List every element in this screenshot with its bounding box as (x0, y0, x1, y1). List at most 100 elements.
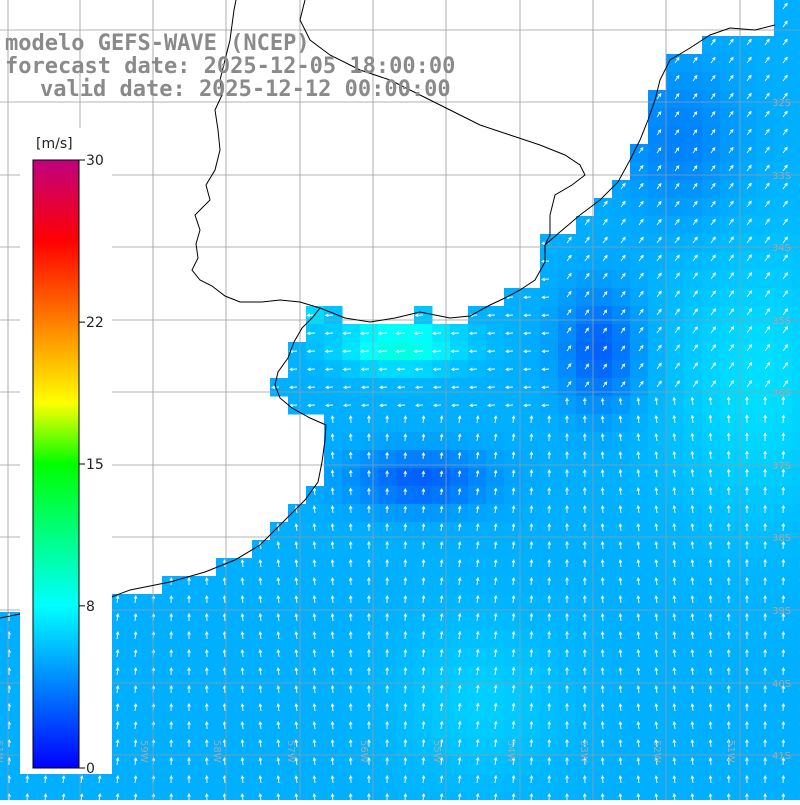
wind-speed-cell (540, 558, 559, 577)
wind-arrow (133, 775, 138, 784)
wind-arrow (582, 666, 587, 676)
wind-speed-cell (684, 432, 703, 451)
wind-arrow (672, 468, 677, 478)
wind-speed-cell (774, 522, 793, 541)
wind-speed-cell (486, 612, 505, 631)
wind-arrow (511, 720, 516, 730)
wind-arrow (582, 541, 587, 550)
wind-arrow (348, 739, 353, 748)
wind-speed-cell (270, 774, 289, 793)
wind-speed-cell (630, 630, 649, 649)
wind-arrow (397, 403, 406, 408)
wind-speed-cell (702, 504, 721, 523)
wind-arrow (674, 362, 680, 370)
wind-arrow (654, 631, 659, 640)
wind-arrow (638, 254, 644, 262)
wind-arrow (547, 666, 552, 676)
wind-arrow (600, 613, 605, 622)
wind-speed-cell (396, 684, 415, 703)
wind-arrow (782, 146, 788, 154)
wind-speed-cell (558, 612, 577, 631)
wind-speed-cell (666, 450, 685, 469)
wind-speed-cell (684, 720, 703, 739)
wind-speed-cell (450, 666, 469, 685)
wind-speed-cell (774, 18, 793, 37)
latitude-label: 33S (772, 171, 791, 182)
wind-speed-cell (360, 630, 379, 649)
wind-arrow (432, 331, 442, 336)
wind-arrow (306, 367, 316, 372)
wind-speed-cell (522, 522, 541, 541)
wind-speed-cell (648, 630, 667, 649)
wind-speed-cell (774, 234, 793, 253)
wind-speed-cell (234, 774, 253, 793)
wind-speed-cell (702, 324, 721, 343)
wind-speed-cell (684, 234, 703, 253)
wind-arrow (493, 702, 498, 712)
wind-arrow (294, 631, 299, 640)
wind-arrow (710, 129, 716, 136)
wind-arrow (439, 415, 444, 424)
wind-arrow (312, 631, 317, 640)
wind-speed-cell (558, 432, 577, 451)
wind-arrow (600, 757, 605, 766)
wind-speed-cell (216, 594, 235, 613)
wind-arrow (511, 541, 516, 550)
wind-speed-cell (684, 306, 703, 325)
wind-arrow (690, 450, 695, 460)
wind-speed-cell (558, 252, 577, 271)
wind-speed-cell (666, 378, 685, 397)
wind-speed-cell (306, 648, 325, 667)
wind-arrow (728, 200, 734, 208)
wind-arrow (692, 326, 698, 334)
wind-arrow (728, 218, 734, 226)
wind-arrow (764, 164, 770, 172)
wind-speed-cell (702, 576, 721, 595)
wind-arrow (710, 56, 716, 64)
wind-speed-cell (432, 450, 451, 469)
wind-speed-cell (648, 432, 667, 451)
wind-speed-cell (612, 540, 631, 559)
wind-speed-cell (612, 612, 631, 631)
wind-arrow (421, 595, 426, 604)
wind-speed-cell (414, 432, 433, 451)
wind-speed-cell (162, 720, 181, 739)
wind-arrow (258, 685, 263, 694)
wind-speed-cell (522, 576, 541, 595)
wind-arrow (115, 739, 120, 748)
wind-speed-cell (378, 630, 397, 649)
wind-speed-cell (738, 648, 757, 667)
wind-arrow (654, 775, 659, 784)
wind-speed-cell (522, 432, 541, 451)
wind-arrow (294, 559, 299, 568)
wind-arrow (690, 540, 695, 550)
wind-speed-cell (630, 720, 649, 739)
wind-arrow (565, 702, 569, 712)
wind-arrow (692, 165, 698, 172)
wind-arrow (342, 385, 352, 390)
wind-arrow (654, 487, 659, 496)
wind-speed-cell (756, 324, 775, 343)
wind-speed-cell (738, 432, 757, 451)
wind-speed-cell (648, 756, 667, 775)
wind-speed-cell (522, 342, 541, 361)
wind-speed-cell (360, 432, 379, 451)
longitude-label: 57W (285, 740, 296, 763)
wind-speed-cell (540, 738, 559, 757)
wind-speed-cell (216, 630, 235, 649)
wind-arrow (565, 756, 569, 766)
wind-speed-cell (396, 648, 415, 667)
wind-speed-cell (450, 774, 469, 793)
wind-speed-cell (738, 702, 757, 721)
wind-speed-cell (576, 432, 595, 451)
wind-arrow (330, 775, 335, 784)
wind-speed-cell (324, 414, 343, 433)
wind-arrow (276, 757, 281, 766)
wind-speed-cell (792, 234, 800, 253)
wind-speed-cell (684, 738, 703, 757)
wind-arrow (710, 147, 716, 154)
wind-speed-cell (504, 630, 523, 649)
wind-arrow (782, 74, 788, 82)
wind-arrow (133, 631, 138, 640)
wind-arrow (690, 631, 695, 640)
